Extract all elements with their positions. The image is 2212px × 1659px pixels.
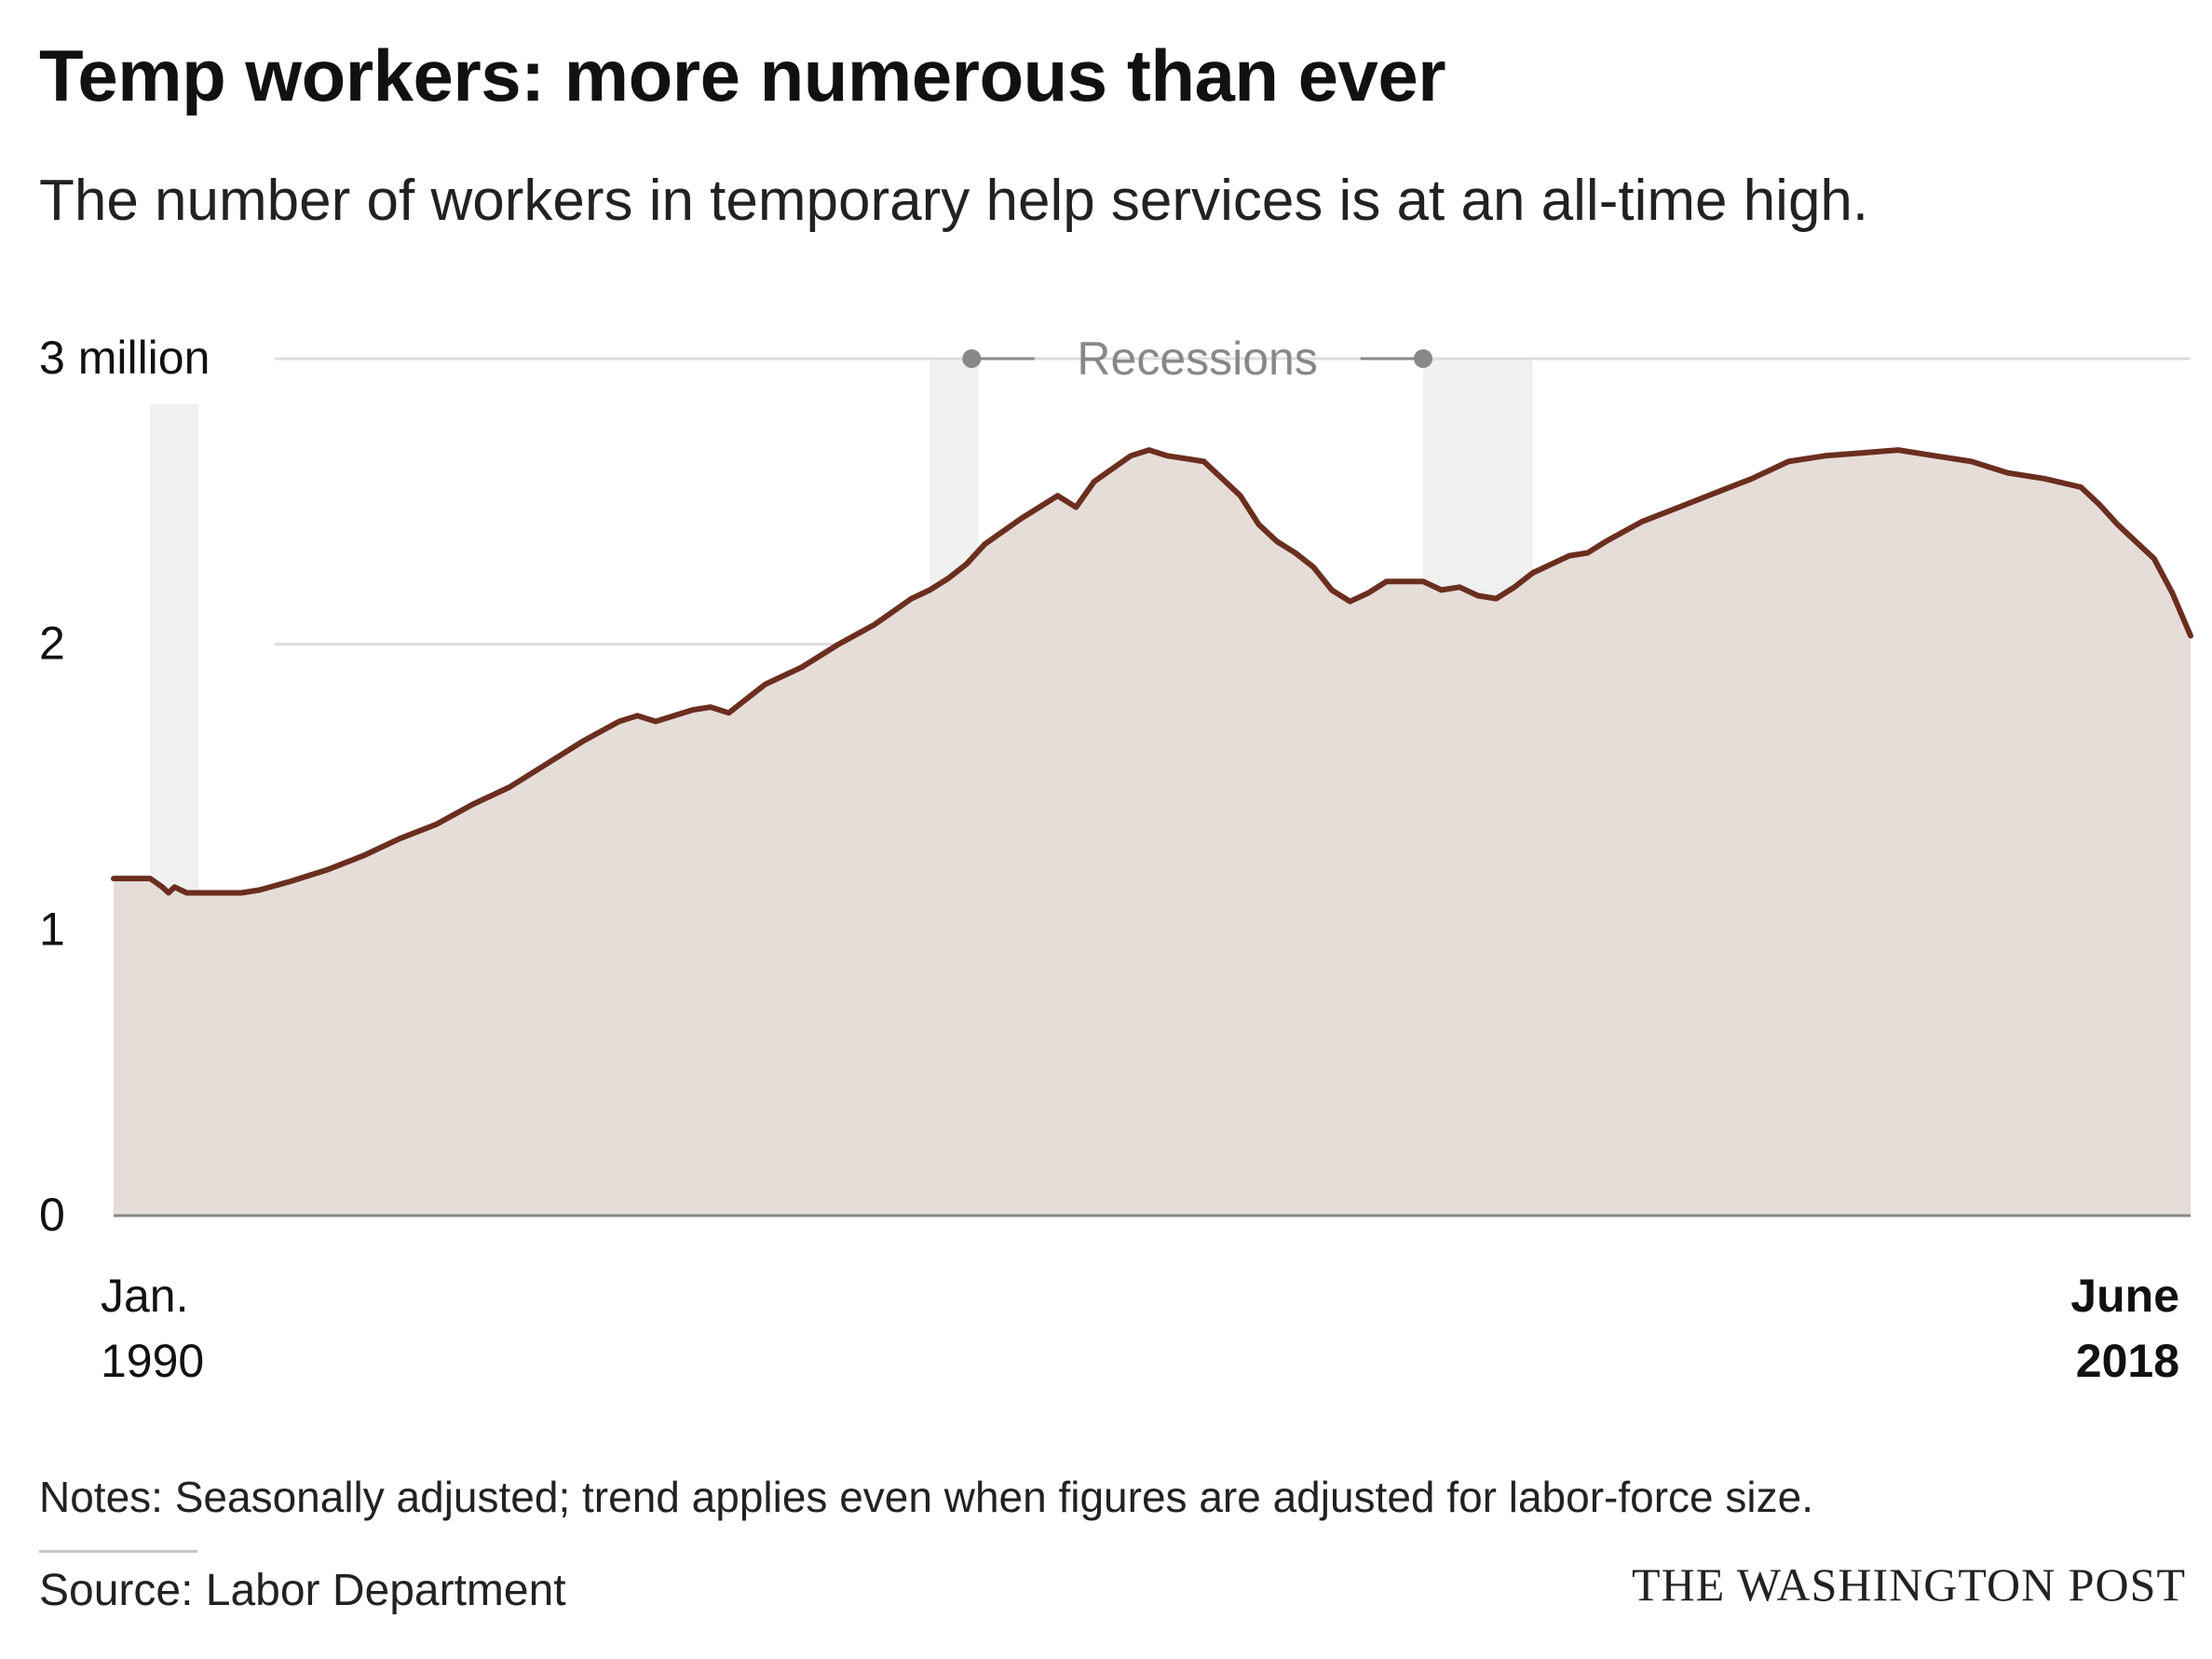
area-fill-group (114, 450, 2191, 1217)
x-tick-label: June (2070, 1270, 2179, 1322)
y-tick-label: 0 (39, 1189, 65, 1241)
x-tick-label: 1990 (101, 1335, 204, 1387)
footer-divider (39, 1550, 197, 1553)
recession-marker-dot (1414, 349, 1433, 368)
recessions-annotation: Recessions (962, 333, 1433, 385)
y-tick-label: 3 million (39, 332, 210, 384)
chart-title: Temp workers: more numerous than ever (39, 34, 1446, 116)
y-tick-label: 2 (39, 618, 65, 670)
x-tick-label: Jan. (101, 1270, 189, 1322)
chart-subtitle: The number of workers in temporary help … (39, 169, 1869, 233)
publisher-credit: THE WASHINGTON POST (1632, 1558, 2186, 1611)
chart-notes: Notes: Seasonally adjusted; trend applie… (39, 1473, 1813, 1521)
area-fill (114, 450, 2191, 1217)
line-group (111, 447, 2193, 896)
y-tick-label: 1 (39, 903, 65, 955)
series-line (111, 447, 2193, 896)
x-tick-label: 2018 (2076, 1335, 2179, 1387)
chart-source: Source: Labor Department (39, 1566, 566, 1615)
recessions-label: Recessions (1077, 333, 1317, 385)
tick-labels: 0 1 2 3 million Jan. 1990 June 2018 (39, 332, 2179, 1387)
